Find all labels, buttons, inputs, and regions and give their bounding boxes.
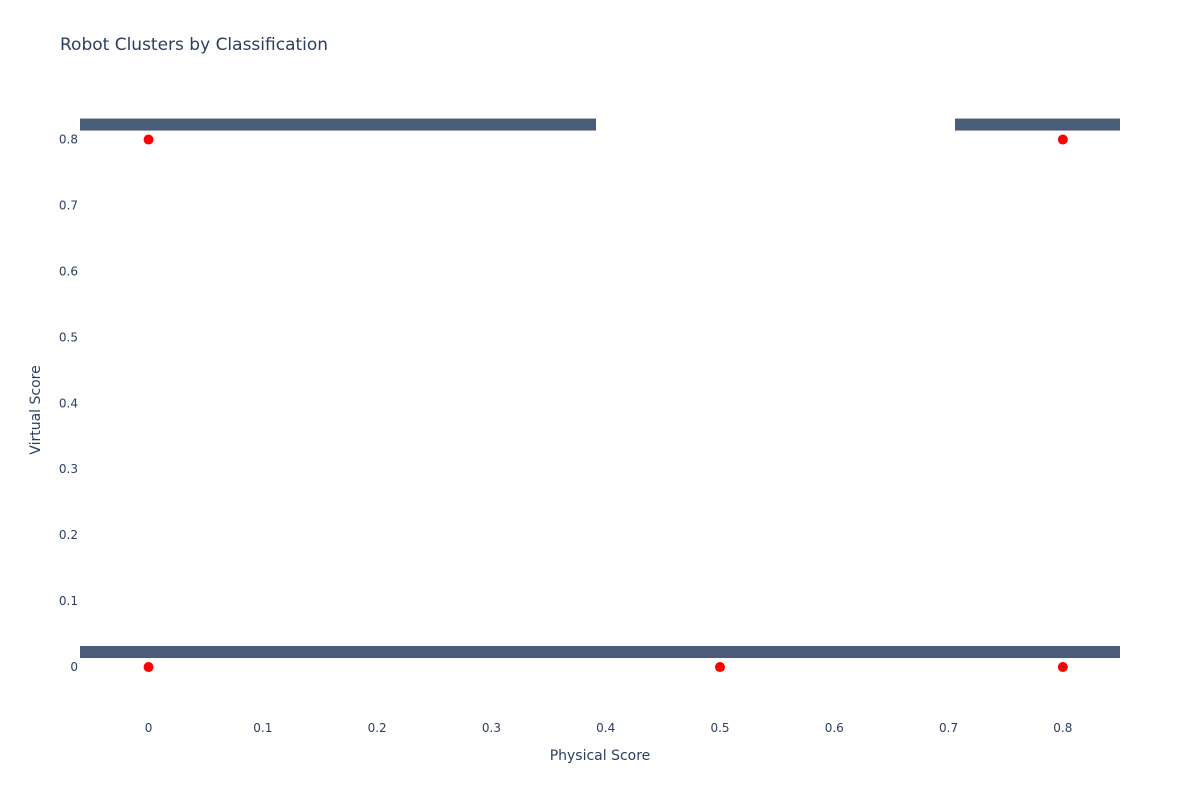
point-label-bars bbox=[80, 118, 1120, 659]
scatter-point bbox=[715, 662, 725, 673]
x-tick-label: 0 bbox=[145, 721, 153, 735]
overlapping-point-labels bbox=[80, 646, 1120, 659]
x-tick-label: 0.2 bbox=[368, 721, 387, 735]
x-axis-ticks: 0 0.1 0.2 0.3 0.4 0.5 0.6 0.7 0.8 bbox=[145, 721, 1073, 735]
data-points bbox=[143, 134, 1068, 673]
y-axis-title: Virtual Score bbox=[28, 365, 44, 454]
x-axis-title: Physical Score bbox=[550, 748, 651, 764]
y-axis-ticks: 0 0.1 0.2 0.3 0.4 0.5 0.6 0.7 0.8 bbox=[59, 133, 78, 674]
x-tick-label: 0.7 bbox=[939, 721, 958, 735]
y-tick-label: 0.2 bbox=[59, 528, 78, 542]
x-tick-label: 0.1 bbox=[253, 721, 272, 735]
x-tick-label: 0.5 bbox=[710, 721, 729, 735]
y-tick-label: 0.3 bbox=[59, 462, 78, 476]
y-tick-label: 0.4 bbox=[59, 396, 78, 410]
y-tick-label: 0.5 bbox=[59, 330, 78, 344]
chart-title: Robot Clusters by Classification bbox=[60, 35, 328, 55]
y-tick-label: 0.8 bbox=[59, 133, 78, 147]
overlapping-point-labels bbox=[955, 118, 1120, 131]
scatter-point bbox=[143, 662, 154, 673]
x-tick-label: 0.8 bbox=[1053, 721, 1072, 735]
scatter-point bbox=[143, 134, 154, 145]
x-tick-label: 0.4 bbox=[596, 721, 615, 735]
overlapping-point-labels bbox=[80, 118, 596, 131]
x-tick-label: 0.6 bbox=[825, 721, 844, 735]
scatter-point bbox=[1057, 662, 1068, 673]
y-tick-label: 0.1 bbox=[59, 594, 78, 608]
x-tick-label: 0.3 bbox=[482, 721, 501, 735]
y-tick-label: 0 bbox=[70, 660, 78, 674]
y-tick-label: 0.7 bbox=[59, 198, 78, 212]
y-tick-label: 0.6 bbox=[59, 264, 78, 278]
scatter-point bbox=[1057, 134, 1068, 145]
